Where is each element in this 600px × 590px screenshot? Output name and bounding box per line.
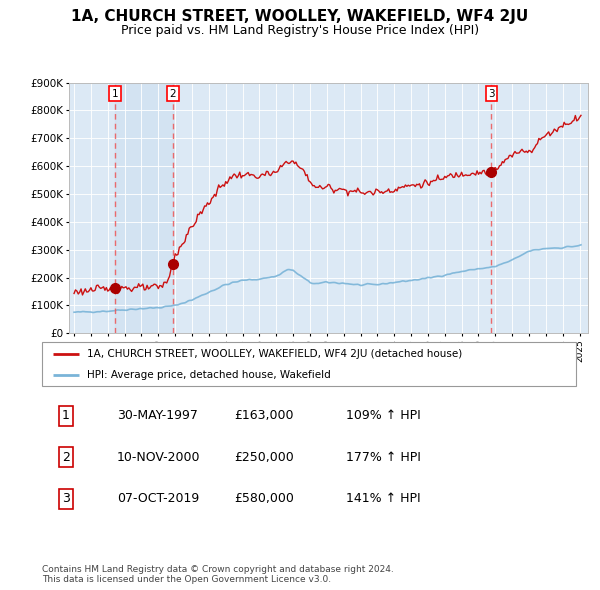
Text: Contains HM Land Registry data © Crown copyright and database right 2024.
This d: Contains HM Land Registry data © Crown c… (42, 565, 394, 584)
Text: Price paid vs. HM Land Registry's House Price Index (HPI): Price paid vs. HM Land Registry's House … (121, 24, 479, 37)
Text: £580,000: £580,000 (234, 492, 294, 505)
Text: 177% ↑ HPI: 177% ↑ HPI (346, 451, 421, 464)
Text: 30-MAY-1997: 30-MAY-1997 (117, 409, 197, 422)
Text: 2: 2 (62, 451, 70, 464)
Text: 2: 2 (169, 89, 176, 99)
Text: £250,000: £250,000 (234, 451, 294, 464)
Text: 1A, CHURCH STREET, WOOLLEY, WAKEFIELD, WF4 2JU (detached house): 1A, CHURCH STREET, WOOLLEY, WAKEFIELD, W… (88, 349, 463, 359)
Text: 3: 3 (62, 492, 70, 505)
Text: 109% ↑ HPI: 109% ↑ HPI (346, 409, 421, 422)
Text: 07-OCT-2019: 07-OCT-2019 (117, 492, 199, 505)
Text: 1: 1 (112, 89, 118, 99)
Text: £163,000: £163,000 (234, 409, 294, 422)
Text: 141% ↑ HPI: 141% ↑ HPI (346, 492, 421, 505)
Text: 1A, CHURCH STREET, WOOLLEY, WAKEFIELD, WF4 2JU: 1A, CHURCH STREET, WOOLLEY, WAKEFIELD, W… (71, 9, 529, 24)
Text: HPI: Average price, detached house, Wakefield: HPI: Average price, detached house, Wake… (88, 369, 331, 379)
Bar (115, 83, 173, 333)
Text: 3: 3 (488, 89, 495, 99)
Text: 1: 1 (62, 409, 70, 422)
Text: 10-NOV-2000: 10-NOV-2000 (117, 451, 200, 464)
